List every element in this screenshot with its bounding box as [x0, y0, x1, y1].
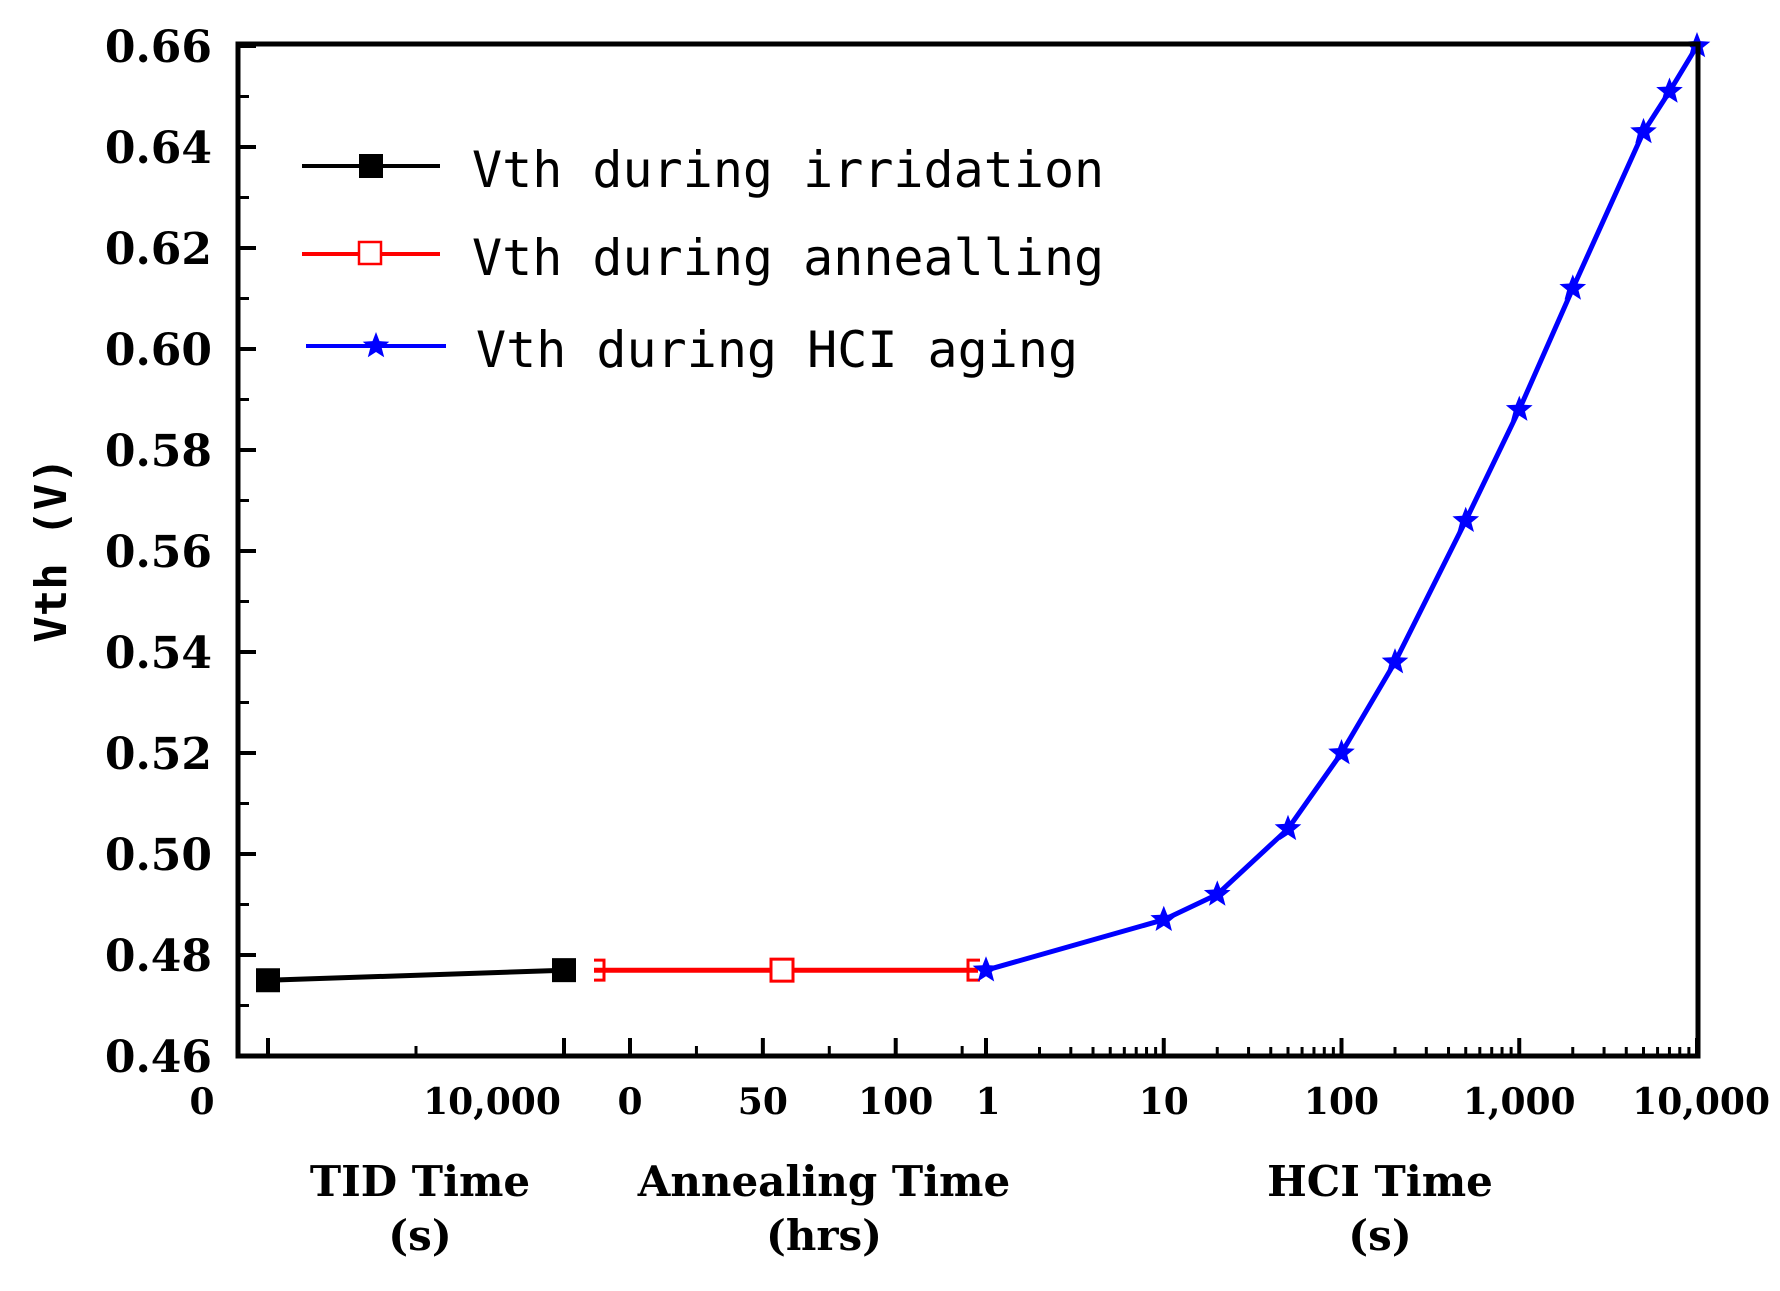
y-axis-title: Vth (V) [26, 457, 77, 642]
data-point [972, 956, 1000, 982]
x-tick-label: 1,000 [1463, 1081, 1576, 1123]
data-point [1452, 506, 1480, 532]
x-tick-label: 1 [975, 1081, 1000, 1123]
y-tick-label: 0.62 [105, 224, 212, 275]
y-tick-label: 0.52 [105, 729, 212, 780]
x-tick-label: 50 [738, 1081, 788, 1123]
y-tick-label: 0.54 [105, 628, 212, 679]
series-layer [256, 32, 1711, 993]
data-point [1559, 274, 1587, 300]
legend-marker-annealing [357, 240, 383, 266]
x-axis-title-tid: TID Time [310, 1157, 530, 1206]
data-point [1381, 648, 1409, 674]
data-point [1203, 880, 1231, 906]
y-tick-label: 0.50 [105, 830, 212, 881]
data-point [1150, 905, 1178, 931]
data-point [256, 968, 280, 993]
plot-frame [235, 41, 1701, 1059]
data-point [1656, 77, 1683, 103]
legend-label-irradiation: Vth during irridation [472, 141, 1104, 199]
x-tick-label: 10 [1139, 1081, 1189, 1123]
ticks-layer: 0.46 0.48 0.50 0.52 0.54 0.56 0.58 0.60 0.62 0.64… [105, 22, 1770, 1260]
legend-label-annealing: Vth during annealling [472, 229, 1104, 287]
legend-marker-hci [362, 332, 390, 358]
y-tick-label: 0.66 [105, 22, 212, 73]
series-line [267, 967, 565, 983]
y-tick-label: 0.58 [105, 426, 212, 477]
legend-marker-irradiation [359, 154, 383, 178]
x-axis-unit-hci: (s) [1348, 1211, 1411, 1260]
y-tick-label: 0.64 [105, 123, 212, 174]
data-point [966, 958, 980, 982]
data-point [594, 958, 606, 982]
legend: Vth during irridation Vth during anneall… [302, 141, 1104, 379]
x-tick-label: 100 [858, 1081, 933, 1123]
y-tick-label: 0.48 [105, 931, 212, 982]
x-axis-unit-anneal: (hrs) [766, 1211, 882, 1260]
y-tick-label: 0.60 [105, 325, 212, 376]
series-line [985, 44, 1700, 973]
x-axis-title-hci: HCI Time [1267, 1157, 1493, 1206]
x-axis-unit-tid: (s) [388, 1211, 451, 1260]
x-tick-label: 0 [189, 1081, 214, 1123]
x-tick-label: 10,000 [423, 1081, 561, 1123]
x-tick-label: 10,000 [1632, 1081, 1770, 1123]
legend-label-hci: Vth during HCI aging [476, 321, 1078, 379]
x-tick-label: 100 [1304, 1081, 1379, 1123]
y-tick-label: 0.46 [105, 1032, 212, 1083]
x-axis-title-anneal: Annealing Time [637, 1157, 1010, 1206]
y-tick-label: 0.56 [105, 527, 212, 578]
data-point [769, 957, 795, 983]
data-point [552, 958, 576, 983]
data-point [1328, 739, 1355, 765]
x-tick-label: 0 [617, 1081, 642, 1123]
data-point [1505, 395, 1533, 421]
data-point [1630, 117, 1657, 144]
data-point [1274, 814, 1302, 841]
